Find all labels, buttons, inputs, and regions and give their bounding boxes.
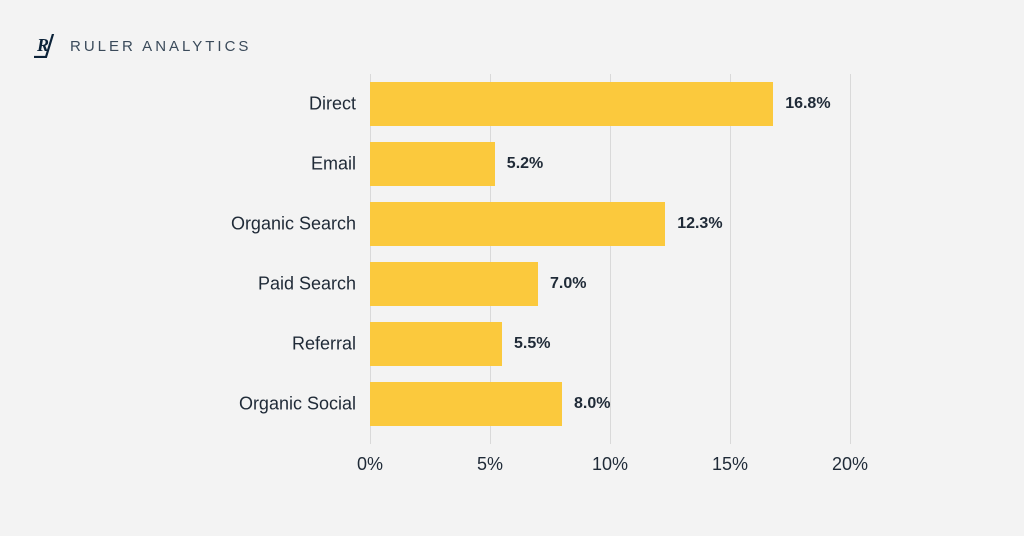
- value-label: 7.0%: [538, 275, 586, 293]
- gridline: [850, 74, 851, 444]
- chart-row: Direct16.8%: [370, 82, 850, 126]
- value-label: 8.0%: [562, 395, 610, 413]
- conversion-rate-chart: Direct16.8%Email5.2%Organic Search12.3%P…: [180, 74, 880, 494]
- chart-x-axis: 0%5%10%15%20%: [370, 454, 850, 484]
- category-label: Paid Search: [258, 274, 370, 295]
- category-label: Email: [311, 154, 370, 175]
- brand-name: RULER ANALYTICS: [70, 38, 251, 55]
- x-axis-tick: 20%: [832, 454, 868, 475]
- category-label: Referral: [292, 334, 370, 355]
- x-axis-tick: 15%: [712, 454, 748, 475]
- chart-row: Organic Social8.0%: [370, 382, 850, 426]
- chart-row: Organic Search12.3%: [370, 202, 850, 246]
- bar: 8.0%: [370, 382, 562, 426]
- category-label: Organic Social: [239, 394, 370, 415]
- chart-row: Paid Search7.0%: [370, 262, 850, 306]
- bar: 12.3%: [370, 202, 665, 246]
- bar: 5.5%: [370, 322, 502, 366]
- chart-row: Email5.2%: [370, 142, 850, 186]
- chart-plot-area: Direct16.8% Email5.2% Organic Search12.3% P…: [370, 74, 850, 444]
- bar: 7.0%: [370, 262, 538, 306]
- x-axis-tick: 5%: [477, 454, 503, 475]
- x-axis-tick: 0%: [357, 454, 383, 475]
- chart-row: Referral5.5%: [370, 322, 850, 366]
- value-label: 5.2%: [495, 155, 543, 173]
- value-label: 5.5%: [502, 335, 550, 353]
- ruler-logo-icon: R: [34, 34, 60, 58]
- category-label: Direct: [309, 94, 370, 115]
- bar: 16.8%: [370, 82, 773, 126]
- x-axis-tick: 10%: [592, 454, 628, 475]
- bar: 5.2%: [370, 142, 495, 186]
- brand-header: R RULER ANALYTICS: [34, 34, 251, 58]
- value-label: 12.3%: [665, 215, 722, 233]
- value-label: 16.8%: [773, 95, 830, 113]
- category-label: Organic Search: [231, 214, 370, 235]
